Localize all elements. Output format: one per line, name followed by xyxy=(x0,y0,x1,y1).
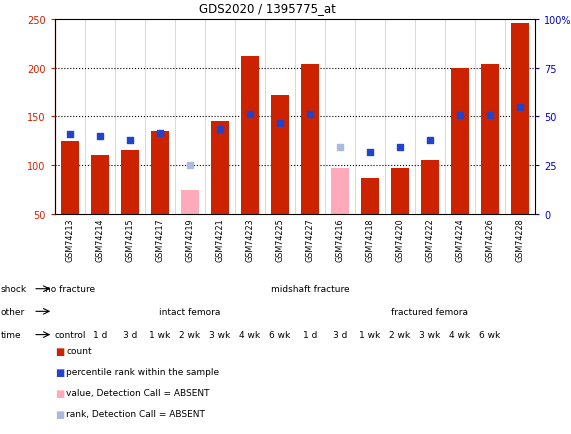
Point xyxy=(215,126,224,133)
Point xyxy=(395,144,404,151)
Bar xyxy=(181,191,199,215)
Text: 3 d: 3 d xyxy=(333,330,347,339)
Bar xyxy=(121,150,139,215)
Point xyxy=(95,133,104,140)
Bar xyxy=(271,95,289,215)
Text: GSM74219: GSM74219 xyxy=(186,218,194,262)
Text: 1 wk: 1 wk xyxy=(149,330,171,339)
Point xyxy=(125,137,134,144)
Text: GSM74217: GSM74217 xyxy=(155,218,164,262)
Text: 3 wk: 3 wk xyxy=(209,330,231,339)
Text: GSM74223: GSM74223 xyxy=(246,218,255,262)
Text: GSM74216: GSM74216 xyxy=(335,218,344,261)
Point xyxy=(305,112,315,119)
Text: ■: ■ xyxy=(55,388,64,398)
Point xyxy=(65,131,74,138)
Text: GSM74213: GSM74213 xyxy=(65,218,74,261)
Text: GSM74218: GSM74218 xyxy=(365,218,375,261)
Text: other: other xyxy=(1,307,25,316)
Bar xyxy=(391,169,409,215)
Text: ■: ■ xyxy=(55,346,64,356)
Bar xyxy=(241,56,259,215)
Point xyxy=(456,113,465,120)
Text: 4 wk: 4 wk xyxy=(449,330,471,339)
Text: no fracture: no fracture xyxy=(45,285,95,293)
Text: GSM74228: GSM74228 xyxy=(516,218,525,262)
Text: GSM74225: GSM74225 xyxy=(275,218,284,262)
Point xyxy=(246,111,255,118)
Bar xyxy=(421,160,439,215)
Text: GSM74220: GSM74220 xyxy=(396,218,404,262)
Point xyxy=(365,149,375,156)
Bar xyxy=(61,141,79,215)
Bar xyxy=(451,68,469,215)
Text: 3 wk: 3 wk xyxy=(419,330,441,339)
Text: GSM74221: GSM74221 xyxy=(215,218,224,262)
Text: 2 wk: 2 wk xyxy=(179,330,200,339)
Text: 1 d: 1 d xyxy=(303,330,317,339)
Text: midshaft fracture: midshaft fracture xyxy=(271,285,349,293)
Text: fractured femora: fractured femora xyxy=(392,307,468,316)
Text: ■: ■ xyxy=(55,367,64,377)
Text: time: time xyxy=(1,330,21,339)
Bar xyxy=(481,64,499,215)
Bar xyxy=(151,132,169,215)
Text: value, Detection Call = ABSENT: value, Detection Call = ABSENT xyxy=(66,388,210,397)
Bar xyxy=(301,64,319,215)
Text: GSM74226: GSM74226 xyxy=(485,218,494,262)
Text: percentile rank within the sample: percentile rank within the sample xyxy=(66,368,219,376)
Text: 1 d: 1 d xyxy=(93,330,107,339)
Text: 3 d: 3 d xyxy=(123,330,137,339)
Point xyxy=(425,137,435,144)
Text: shock: shock xyxy=(1,285,27,293)
Text: GSM74214: GSM74214 xyxy=(95,218,104,261)
Point xyxy=(516,104,525,111)
Bar xyxy=(361,179,379,215)
Text: count: count xyxy=(66,347,92,355)
Text: 6 wk: 6 wk xyxy=(480,330,501,339)
Text: 4 wk: 4 wk xyxy=(239,330,260,339)
Point xyxy=(275,121,284,128)
Bar xyxy=(511,24,529,215)
Bar xyxy=(91,155,109,215)
Text: 2 wk: 2 wk xyxy=(389,330,411,339)
Text: control: control xyxy=(54,330,86,339)
Text: rank, Detection Call = ABSENT: rank, Detection Call = ABSENT xyxy=(66,409,205,418)
Bar xyxy=(331,169,349,215)
Point xyxy=(335,144,344,151)
Text: GSM74224: GSM74224 xyxy=(456,218,464,262)
Text: GDS2020 / 1395775_at: GDS2020 / 1395775_at xyxy=(199,2,336,15)
Text: GSM74215: GSM74215 xyxy=(126,218,134,262)
Text: 6 wk: 6 wk xyxy=(270,330,291,339)
Text: GSM74222: GSM74222 xyxy=(425,218,435,262)
Bar xyxy=(211,122,229,215)
Text: GSM74227: GSM74227 xyxy=(305,218,315,262)
Text: intact femora: intact femora xyxy=(159,307,220,316)
Text: 1 wk: 1 wk xyxy=(359,330,381,339)
Point xyxy=(186,162,195,169)
Text: ■: ■ xyxy=(55,409,64,418)
Point xyxy=(485,113,494,120)
Point xyxy=(155,130,164,137)
